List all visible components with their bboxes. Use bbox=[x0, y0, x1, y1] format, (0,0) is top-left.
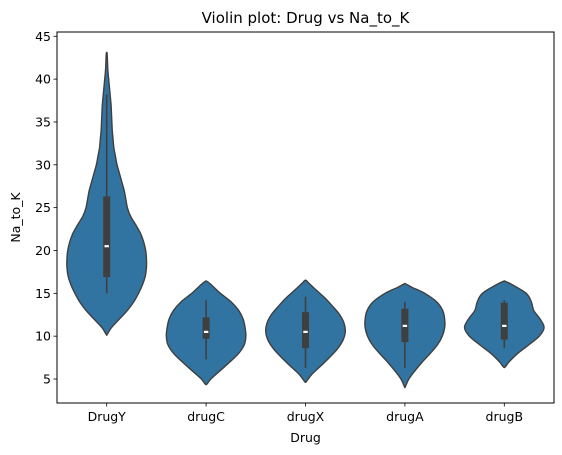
violin-median-DrugY bbox=[104, 245, 109, 248]
violin-iqr-box-drugX bbox=[302, 312, 309, 349]
x-tick-label: drugB bbox=[486, 409, 524, 424]
violin-median-drugC bbox=[203, 330, 209, 333]
y-tick-label: 30 bbox=[35, 157, 51, 172]
x-tick-label: drugC bbox=[187, 409, 225, 424]
violin-median-drugA bbox=[402, 324, 408, 327]
y-axis-label: Na_to_K bbox=[8, 192, 23, 243]
y-tick-label: 40 bbox=[35, 72, 51, 87]
x-tick-label: drugX bbox=[287, 409, 325, 424]
x-axis-label: Drug bbox=[290, 430, 321, 445]
x-tick-label: DrugY bbox=[88, 409, 127, 424]
violin-median-drugX bbox=[303, 330, 308, 333]
y-tick-label: 35 bbox=[35, 114, 51, 129]
chart-title: Violin plot: Drug vs Na_to_K bbox=[202, 9, 411, 28]
x-tick-label: drugA bbox=[386, 409, 424, 424]
y-tick-label: 5 bbox=[43, 372, 51, 387]
y-tick-label: 45 bbox=[35, 29, 51, 44]
y-axis: 5 10 15 20 25 30 35 40 45 bbox=[35, 29, 57, 387]
y-tick-label: 15 bbox=[35, 286, 51, 301]
violin-iqr-box-DrugY bbox=[103, 196, 111, 278]
violins-layer bbox=[66, 51, 545, 389]
violin-iqr-box-drugB bbox=[500, 302, 508, 340]
y-tick-label: 20 bbox=[35, 243, 51, 258]
violin-iqr-box-drugC bbox=[202, 317, 210, 339]
violin-median-drugB bbox=[502, 324, 507, 327]
y-tick-label: 10 bbox=[35, 329, 51, 344]
y-tick-label: 25 bbox=[35, 200, 51, 215]
x-axis: DrugY drugC drugX drugA drugB bbox=[88, 403, 523, 424]
